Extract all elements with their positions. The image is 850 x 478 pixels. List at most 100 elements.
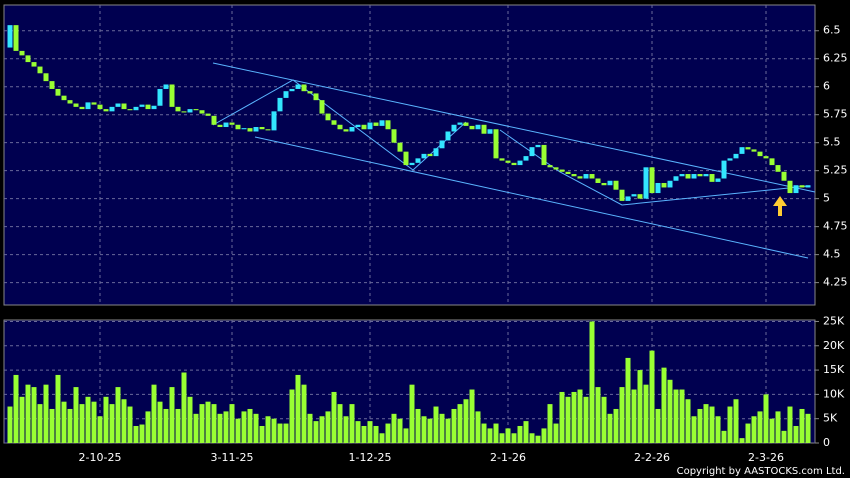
- candle: [37, 66, 43, 74]
- volume-bar: [583, 396, 589, 443]
- y-tick-label: 5K: [823, 412, 838, 425]
- volume-bar: [709, 406, 715, 443]
- candle: [133, 106, 139, 111]
- candle: [757, 151, 763, 157]
- y-tick-label: 5: [823, 192, 830, 205]
- volume-bar: [55, 374, 61, 443]
- volume-bar: [607, 413, 613, 443]
- volume-bar: [343, 416, 349, 443]
- y-tick-label: 0: [823, 436, 830, 449]
- candle: [157, 88, 163, 106]
- x-tick-label: 2-10-25: [79, 451, 122, 464]
- volume-bar: [547, 404, 553, 443]
- candle: [427, 153, 433, 157]
- volume-bar: [223, 411, 229, 443]
- candle: [379, 120, 385, 126]
- volume-bar: [211, 404, 217, 443]
- candle: [685, 174, 691, 179]
- candle: [727, 158, 733, 161]
- candle: [595, 178, 601, 183]
- candle: [55, 88, 61, 96]
- y-tick-label: 25K: [823, 314, 845, 327]
- volume-bar: [25, 384, 31, 443]
- volume-bar: [205, 401, 211, 443]
- candle: [679, 174, 685, 177]
- candle: [349, 127, 355, 132]
- candle: [781, 171, 787, 181]
- volume-bar: [463, 399, 469, 443]
- volume-bar: [529, 433, 535, 443]
- volume-bar: [403, 428, 409, 443]
- volume-bar: [409, 384, 415, 443]
- candle: [511, 162, 517, 166]
- candle: [487, 129, 493, 134]
- candle: [121, 103, 127, 110]
- volume-bar: [475, 411, 481, 443]
- volume-bar: [139, 424, 145, 443]
- volume-bar: [487, 428, 493, 443]
- candle: [385, 120, 391, 130]
- volume-bar: [7, 406, 13, 443]
- candle: [733, 153, 739, 159]
- volume-bar: [385, 423, 391, 443]
- candle: [421, 153, 427, 159]
- candle: [97, 104, 103, 110]
- candle: [355, 124, 361, 128]
- y-tick-label: 4.5: [823, 248, 841, 261]
- candle: [211, 115, 217, 125]
- volume-bar: [367, 421, 373, 443]
- y-tick-label: 4.25: [823, 276, 848, 289]
- candle: [289, 88, 295, 92]
- candle: [247, 128, 253, 132]
- candle: [127, 109, 133, 111]
- volume-bar: [619, 387, 625, 443]
- volume-bar: [499, 433, 505, 443]
- candle: [241, 128, 247, 130]
- volume-bar: [355, 421, 361, 443]
- volume-bar: [127, 406, 133, 443]
- candle: [463, 122, 469, 126]
- volume-bar: [787, 406, 793, 443]
- volume-bar: [13, 374, 19, 443]
- volume-bar: [133, 425, 139, 443]
- candle: [361, 124, 367, 130]
- volume-bar: [655, 408, 661, 443]
- candle: [79, 106, 85, 110]
- candle: [415, 158, 421, 163]
- volume-bar: [457, 404, 463, 443]
- candle: [493, 129, 499, 159]
- candle: [409, 162, 415, 166]
- volume-bar: [109, 404, 115, 443]
- channel-upper: [212, 62, 816, 193]
- volume-bar: [451, 408, 457, 443]
- volume-bar: [283, 423, 289, 443]
- volume-bar: [637, 370, 643, 443]
- arrow: [773, 196, 787, 216]
- volume-bar: [289, 389, 295, 443]
- volume-bar: [445, 418, 451, 443]
- channel-lower: [254, 136, 809, 259]
- candle: [313, 93, 319, 101]
- volume-bar: [187, 396, 193, 443]
- candle: [61, 95, 67, 101]
- volume-bar: [721, 430, 727, 443]
- volume-bar: [295, 374, 301, 443]
- volume-bar: [511, 433, 517, 443]
- candle: [145, 104, 151, 110]
- candle: [751, 149, 757, 152]
- volume-bar: [649, 350, 655, 443]
- volume-bar: [193, 413, 199, 443]
- volume-bar: [91, 401, 97, 443]
- y-tick-label: 5.25: [823, 164, 848, 177]
- volume-bar: [793, 425, 799, 443]
- candle: [577, 176, 583, 179]
- volume-bar: [241, 411, 247, 443]
- volume-bar: [589, 321, 595, 443]
- y-tick-label: 20K: [823, 339, 845, 352]
- candle: [745, 147, 751, 150]
- x-tick-label: 2-1-26: [490, 451, 526, 464]
- volume-bar: [181, 372, 187, 443]
- volume-bar: [31, 387, 37, 443]
- candle: [655, 182, 661, 194]
- volume-bar: [679, 389, 685, 443]
